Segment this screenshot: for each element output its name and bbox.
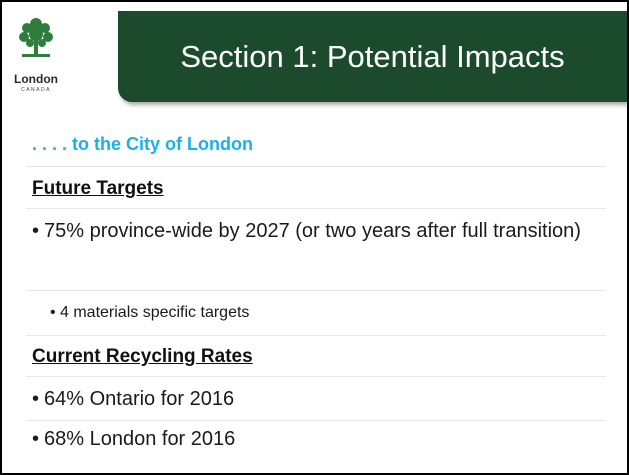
logo: London CANADA: [10, 12, 110, 98]
logo-name: London: [14, 72, 58, 86]
separator: [26, 376, 606, 377]
section-heading: Future Targets: [32, 178, 164, 199]
section-heading: Current Recycling Rates: [32, 346, 253, 367]
sub-bullet: 4 materials specific targets: [50, 304, 610, 322]
bullet: 64% Ontario for 2016: [32, 382, 614, 417]
separator: [26, 166, 606, 167]
bullet: 68% London for 2016: [32, 422, 614, 457]
separator: [26, 420, 606, 421]
separator: [26, 208, 606, 209]
separator: [26, 335, 606, 336]
slide-title: Section 1: Potential Impacts: [180, 39, 565, 74]
separator: [26, 290, 606, 291]
logo-country: CANADA: [21, 87, 51, 93]
bullet: 75% province-wide by 2027 (or two years …: [32, 214, 614, 249]
subtitle: . . . . to the City of London: [32, 134, 253, 154]
header-bar: Section 1: Potential Impacts: [118, 11, 627, 102]
logo-icon: [19, 18, 53, 57]
